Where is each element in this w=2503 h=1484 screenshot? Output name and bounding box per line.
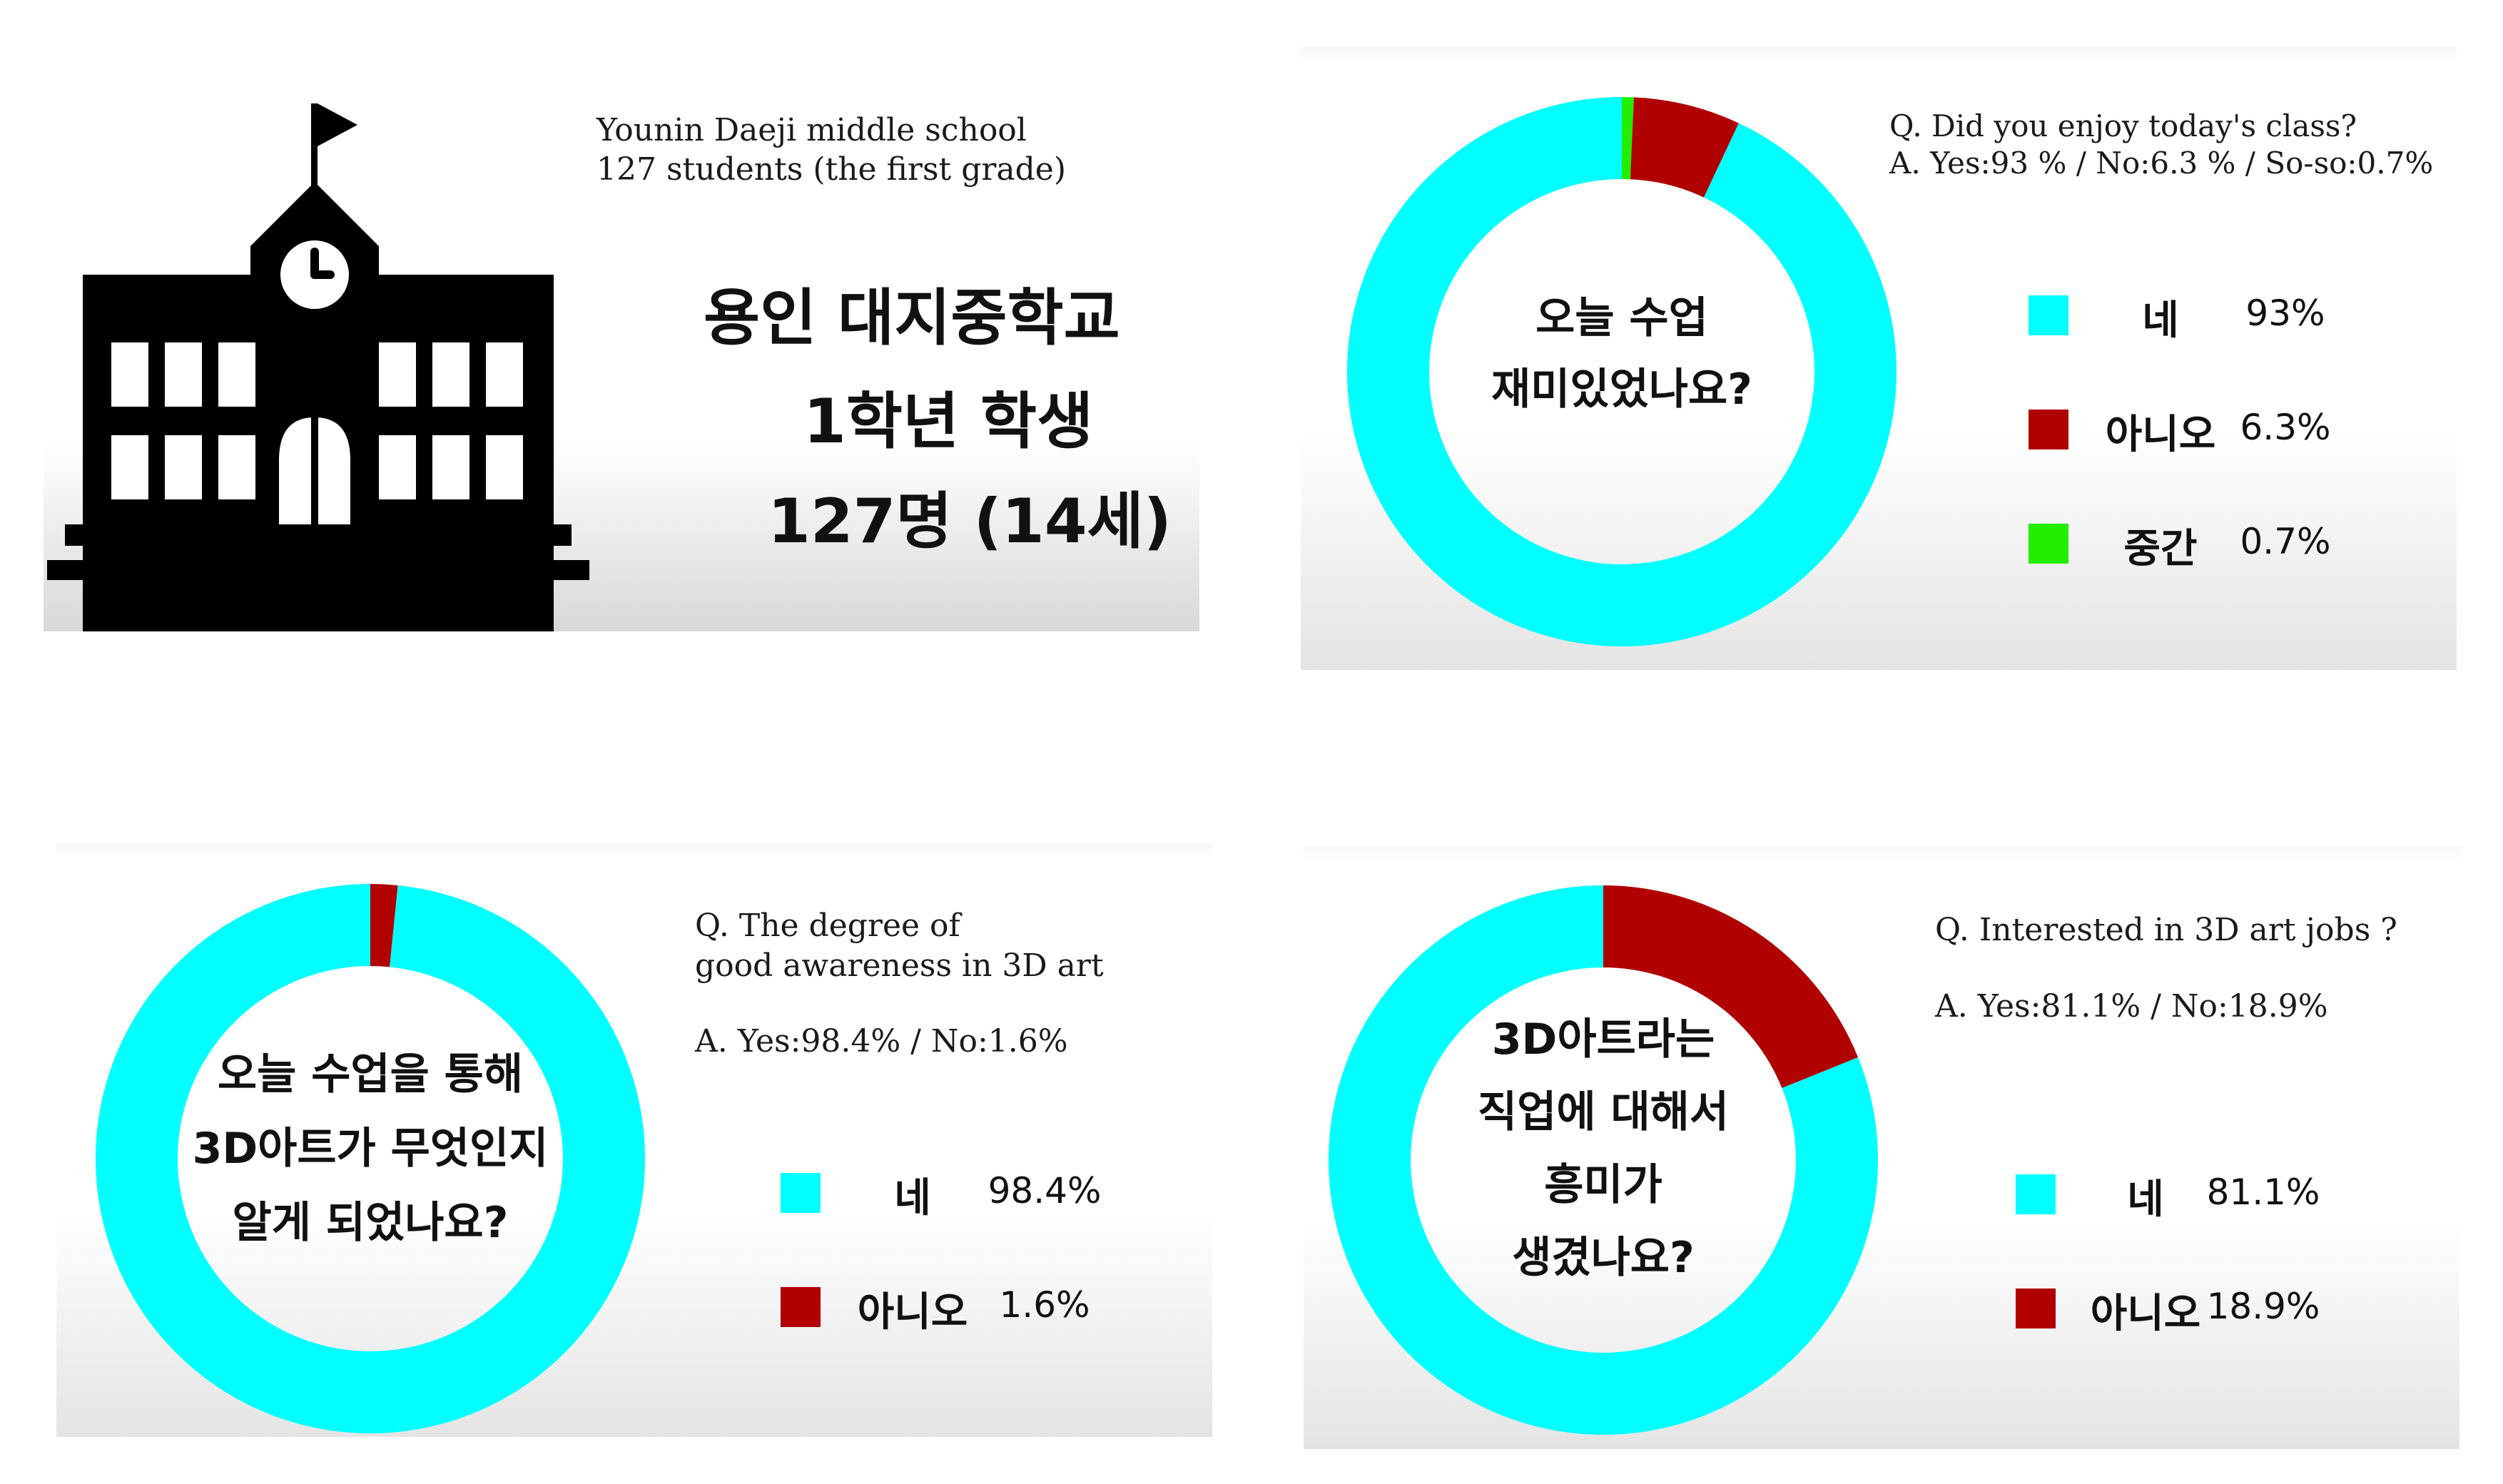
center-text-line: 생겼나요? bbox=[1512, 1233, 1695, 1283]
center-text-line: 오늘 수업을 통해 bbox=[217, 1050, 524, 1099]
school-name-en: Younin Daeji middle school bbox=[596, 112, 1027, 148]
donut-slice-no bbox=[1630, 97, 1739, 198]
center-text-line: 직업에 대해서 bbox=[1477, 1087, 1730, 1137]
center-text-line: 오늘 수업 bbox=[1535, 293, 1708, 343]
grade-ko: 1학년 학생 bbox=[803, 386, 1094, 457]
legend-value: 81.1% bbox=[2206, 1172, 2320, 1213]
school-students-en: 127 students (the first grade) bbox=[596, 151, 1067, 188]
student-count-ko: 127명 (14세) bbox=[768, 486, 1172, 557]
legend-swatch bbox=[781, 1173, 821, 1213]
legend-label: 아니오 bbox=[2090, 1291, 2201, 1337]
donut-slice-yes bbox=[1347, 97, 1897, 647]
legend-label: 네 bbox=[2142, 298, 2179, 344]
legend-label: 중간 bbox=[2123, 526, 2198, 572]
career-answer: A. Yes:81.1% / No:18.9% bbox=[1935, 988, 2328, 1025]
legend-label: 아니오 bbox=[857, 1289, 968, 1336]
career-question: Q. Interested in 3D art jobs ? bbox=[1935, 912, 2397, 948]
donut-slice-soso bbox=[1622, 97, 1634, 180]
legend-label: 네 bbox=[2127, 1176, 2164, 1223]
legend-value: 6.3% bbox=[2240, 407, 2331, 448]
enjoy-donut-chart bbox=[1347, 97, 1897, 647]
legend-value: 93% bbox=[2245, 293, 2325, 334]
center-text-line: 3D아트가 무엇인지 bbox=[192, 1124, 549, 1174]
legend-value: 1.6% bbox=[999, 1284, 1090, 1326]
school-info-panel: Younin Daeji middle school 127 students … bbox=[44, 39, 1199, 631]
school-building-icon bbox=[47, 103, 589, 631]
legend-label: 아니오 bbox=[2105, 412, 2216, 458]
career-donut-chart bbox=[1329, 885, 1878, 1435]
legend-swatch bbox=[2029, 524, 2068, 564]
legend-value: 0.7% bbox=[2240, 521, 2331, 562]
awareness-question: Q. The degree of good awareness in 3D ar… bbox=[695, 908, 1104, 984]
legend-value: 18.9% bbox=[2206, 1286, 2320, 1327]
donut-slice-yes bbox=[1329, 885, 1878, 1435]
legend-label: 네 bbox=[894, 1175, 931, 1221]
donut-slice-no bbox=[1603, 885, 1859, 1089]
awareness-answer: A. Yes:98.4% / No:1.6% bbox=[695, 1023, 1068, 1059]
school-name-ko: 용인 대지중학교 bbox=[704, 283, 1120, 354]
center-text-line: 재미있었나요? bbox=[1491, 365, 1752, 415]
center-text-line: 3D아트라는 bbox=[1491, 1015, 1715, 1064]
legend-swatch bbox=[2029, 295, 2068, 335]
center-text-line: 흥미가 bbox=[1544, 1160, 1662, 1210]
legend-swatch bbox=[2016, 1174, 2056, 1214]
legend-swatch bbox=[2016, 1289, 2056, 1328]
donut-slice-no bbox=[370, 884, 398, 967]
legend-swatch bbox=[781, 1287, 821, 1327]
enjoy-answer: A. Yes:93 % / No:6.3 % / So-so:0.7% bbox=[1889, 146, 2434, 181]
center-text-line: 알게 되었나요? bbox=[232, 1198, 509, 1248]
legend-swatch bbox=[2029, 410, 2068, 449]
donut-slice-yes bbox=[96, 884, 645, 1433]
enjoy-question: Q. Did you enjoy today's class? bbox=[1889, 108, 2357, 143]
awareness-donut-chart bbox=[96, 884, 645, 1433]
legend-value: 98.4% bbox=[988, 1170, 1102, 1211]
